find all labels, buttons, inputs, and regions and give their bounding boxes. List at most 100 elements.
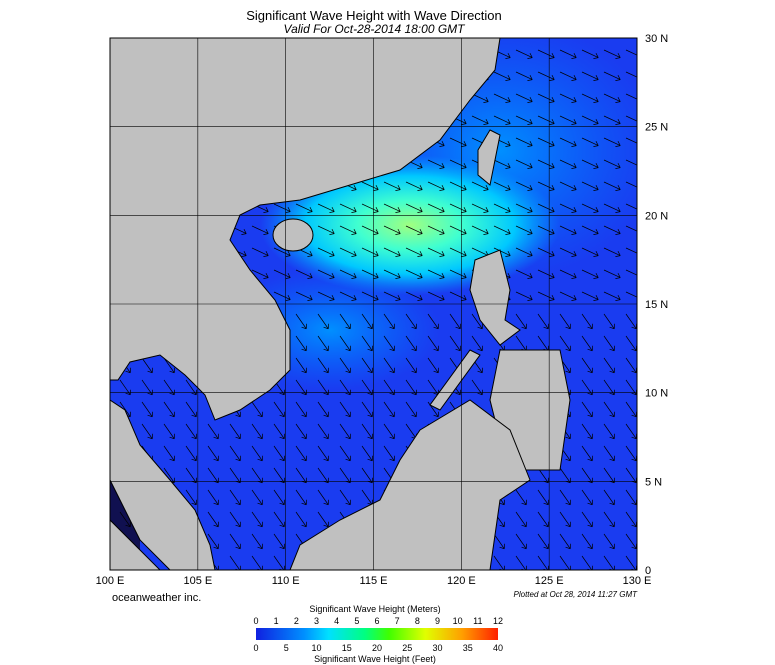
x-label: 130 E (623, 575, 652, 587)
arrow (581, 489, 593, 506)
arrow (383, 423, 395, 440)
arrow (515, 115, 533, 125)
arrow (537, 313, 549, 330)
land-malay (110, 399, 216, 570)
arrow (405, 269, 423, 279)
arrow (317, 379, 329, 396)
arrow (317, 489, 329, 506)
arrow (537, 181, 555, 191)
arrow (361, 445, 373, 462)
arrow (273, 269, 291, 279)
arrow (339, 445, 351, 462)
arrow (383, 357, 395, 374)
arrow (471, 115, 489, 125)
arrow (537, 93, 555, 103)
arrow (273, 423, 285, 440)
arrow (515, 137, 533, 147)
arrow (515, 247, 533, 257)
arrow (427, 357, 439, 374)
arrow (295, 269, 313, 279)
arrow (493, 225, 511, 235)
land-taiwan (477, 129, 501, 186)
arrow (559, 335, 571, 352)
arrow (383, 269, 401, 279)
arrow (295, 203, 313, 213)
arrow (559, 489, 571, 506)
arrow (273, 247, 291, 257)
graticule (110, 38, 637, 570)
x-label: 105 E (183, 575, 212, 587)
arrow (295, 423, 307, 440)
arrow (361, 401, 373, 418)
arrow (515, 49, 533, 59)
arrow (471, 313, 483, 330)
arrow (207, 533, 219, 550)
arrow (559, 93, 577, 103)
arrow (383, 203, 401, 213)
arrow (493, 247, 511, 257)
arrow (515, 159, 533, 169)
arrow (493, 159, 511, 169)
arrow (603, 71, 621, 81)
arrow (427, 181, 445, 191)
arrow (405, 313, 417, 330)
arrow (625, 247, 637, 254)
arrow (625, 291, 637, 298)
subtitle: Valid For Oct-28-2014 18:00 GMT (284, 22, 467, 36)
arrow (317, 401, 329, 418)
arrow (229, 533, 241, 550)
arrow (405, 379, 417, 396)
arrow (603, 533, 615, 550)
arrow (295, 401, 307, 418)
arrow (295, 335, 307, 352)
arrow (581, 313, 593, 330)
colorbar-tick-label: 7 (395, 616, 400, 626)
arrow (537, 203, 555, 213)
arrow (405, 225, 423, 235)
arrow (559, 203, 577, 213)
arrow (339, 357, 351, 374)
arrow (537, 159, 555, 169)
arrow (229, 489, 241, 506)
arrow (317, 445, 329, 462)
arrow (317, 225, 335, 235)
arrow (185, 401, 197, 418)
arrow (339, 335, 351, 352)
arrow (383, 225, 401, 235)
map-frame (109, 37, 638, 571)
arrow (405, 181, 423, 191)
plotted-note: Plotted at Oct 28, 2014 11:27 GMT (514, 590, 639, 599)
arrow (449, 313, 461, 330)
arrow (603, 423, 615, 440)
arrow (449, 137, 467, 147)
colorbar-tick-label: 9 (435, 616, 440, 626)
map (110, 38, 637, 570)
arrow (361, 247, 379, 257)
land-luzon (469, 249, 521, 346)
arrow (273, 489, 285, 506)
y-label: 15 N (645, 299, 668, 311)
arrow (251, 423, 263, 440)
arrow (581, 115, 599, 125)
arrow (581, 225, 599, 235)
arrow (317, 313, 329, 330)
arrow (185, 445, 197, 462)
y-label: 0 (645, 565, 651, 577)
x-label: 120 E (447, 575, 476, 587)
arrow (295, 357, 307, 374)
colorbar-tick-label: 3 (314, 616, 319, 626)
colorbar-ticks: 0 1 2 3 4 5 6 7 8 9 10 11 120 5 10 15 20 25 30 35 40 (253, 616, 503, 653)
arrow (185, 489, 197, 506)
arrow (515, 313, 527, 330)
arrow (361, 423, 373, 440)
colorbar-tick-label: 12 (493, 616, 503, 626)
arrow (251, 247, 269, 257)
arrow (361, 291, 379, 301)
arrow (251, 401, 263, 418)
colorbar-tick-label: 4 (334, 616, 339, 626)
arrow (471, 225, 489, 235)
arrow (141, 379, 153, 396)
arrow (537, 49, 555, 59)
arrow (405, 357, 417, 374)
